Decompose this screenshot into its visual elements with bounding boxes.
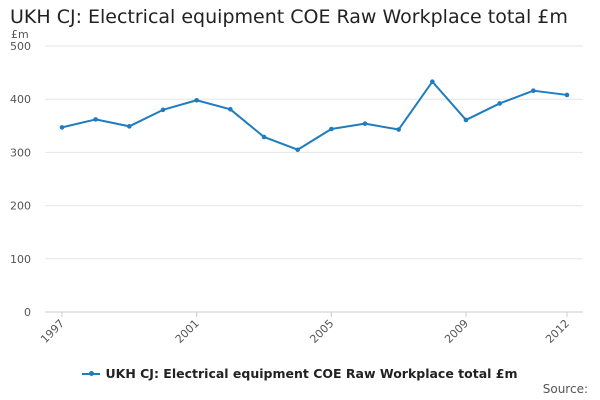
data-point: [261, 134, 267, 140]
data-point: [329, 126, 334, 132]
x-tick-label: 2005: [307, 317, 336, 346]
source-label: Source:: [542, 382, 588, 396]
data-point: [59, 125, 65, 130]
x-tick-label: 2012: [543, 317, 572, 346]
x-tick-label: 2009: [442, 317, 471, 346]
series-line: [61, 80, 568, 151]
y-tick-label: 0: [24, 306, 31, 319]
data-point: [531, 88, 536, 93]
y-tick-label: 300: [10, 146, 31, 159]
data-point: [463, 117, 469, 123]
data-point: [396, 127, 401, 132]
y-axis-unit-label: £m: [11, 28, 29, 41]
y-tick-label: 500: [10, 40, 31, 53]
x-tick-label: 1997: [38, 317, 67, 346]
data-point: [295, 147, 300, 153]
data-point: [430, 79, 435, 84]
data-point: [497, 101, 502, 106]
chart-title: UKH CJ: Electrical equipment COE Raw Wor…: [10, 6, 568, 28]
legend-label: UKH CJ: Electrical equipment COE Raw Wor…: [105, 366, 518, 381]
data-point: [564, 92, 570, 98]
legend-swatch: [82, 370, 101, 376]
data-point: [93, 117, 98, 122]
data-point: [362, 121, 368, 126]
data-point: [194, 97, 199, 103]
data-point: [160, 107, 166, 113]
data-point: [228, 107, 233, 112]
x-tick-label: 2001: [173, 317, 202, 346]
data-point: [127, 124, 132, 129]
y-tick-label: 200: [10, 200, 31, 213]
y-tick-label: 100: [10, 253, 31, 266]
y-tick-label: 400: [10, 93, 31, 106]
legend: UKH CJ: Electrical equipment COE Raw Wor…: [0, 366, 600, 381]
